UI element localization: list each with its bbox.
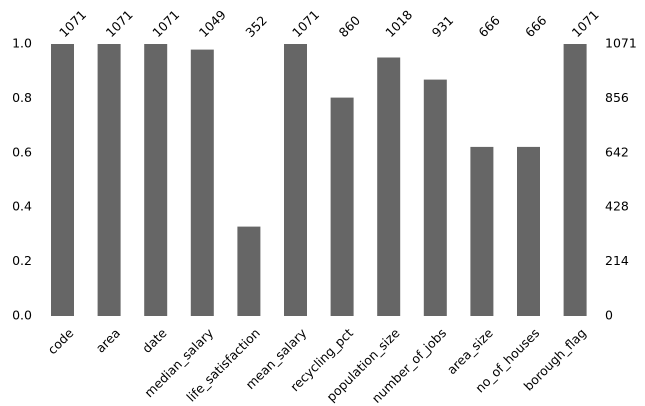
count-label-area: 1071	[103, 7, 136, 40]
bar-area	[97, 44, 121, 316]
right-tick-label: 642	[605, 144, 629, 159]
bar-population_size	[377, 57, 401, 316]
right-tick-label: 214	[605, 253, 629, 268]
category-label-code: code	[44, 325, 76, 357]
bar-median_salary	[190, 49, 214, 316]
left-tick-label: 0.8	[12, 90, 32, 105]
bar-mean_salary	[284, 44, 307, 316]
right-axis-ticks: 0 214 428 642 856 1071	[605, 36, 637, 323]
right-tick-label: 428	[605, 199, 629, 214]
bars	[51, 44, 587, 316]
bar-date	[144, 44, 168, 316]
left-tick-label: 0.4	[12, 199, 32, 214]
count-label-population_size: 1018	[382, 7, 415, 40]
count-label-area_size: 666	[475, 13, 503, 41]
bar-borough_flag	[563, 44, 587, 316]
bar-recycling_pct	[330, 97, 354, 316]
category-label-area: area	[93, 325, 123, 355]
left-tick-label: 0.2	[12, 253, 32, 268]
count-label-borough_flag: 1071	[569, 7, 602, 40]
bar-life_satisfaction	[237, 226, 261, 316]
count-label-recycling_pct: 860	[336, 13, 364, 41]
count-label-code: 1071	[56, 7, 89, 40]
count-labels: 1071 1071 1071 1049 352 1071 860 1018 931 666 666 1…	[56, 7, 602, 40]
left-tick-label: 1.0	[12, 36, 32, 51]
count-label-median_salary: 1049	[196, 7, 229, 40]
bar-number_of_jobs	[423, 79, 447, 316]
category-labels: code area datemedian_salarylife_satisfacti…	[44, 325, 589, 406]
bar-area_size	[470, 146, 494, 316]
count-label-date: 1071	[149, 7, 182, 40]
right-tick-label: 856	[605, 90, 629, 105]
bar-no_of_houses	[517, 146, 540, 316]
count-label-number_of_jobs: 931	[429, 13, 456, 40]
count-label-mean_salary: 1071	[289, 7, 322, 40]
count-label-life_satisfaction: 352	[242, 13, 269, 40]
left-axis-ticks: 0.0 0.2 0.4 0.6 0.8 1.0	[12, 36, 32, 323]
bar-code	[51, 44, 74, 316]
right-tick-label: 1071	[605, 36, 637, 51]
category-label-date: date	[139, 325, 170, 356]
left-tick-label: 0.0	[12, 308, 32, 323]
left-tick-label: 0.6	[12, 144, 32, 159]
right-tick-label: 0	[605, 308, 613, 323]
count-label-no_of_houses: 666	[522, 13, 550, 41]
